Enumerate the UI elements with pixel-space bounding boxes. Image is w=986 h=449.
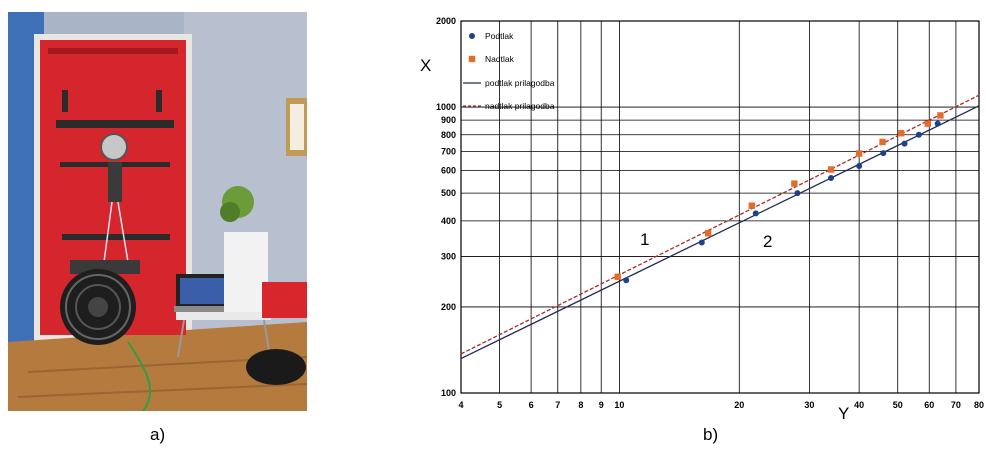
series-line-nadtlak-prilagodba [460, 94, 980, 355]
x-tick-label: 4 [458, 400, 463, 410]
chart-legend: Podtlak Nadtlak podtlak prilagodba nadtlak … [463, 31, 555, 111]
point-nadtlak [855, 150, 863, 157]
blower-door-photo [8, 12, 307, 411]
x-tick-label: 5 [497, 400, 502, 410]
point-nadtlak [614, 273, 621, 280]
point-podtlak [901, 140, 908, 147]
x-tick-label: 50 [893, 400, 903, 410]
y-tick-label: 100 [441, 388, 456, 398]
legend-label: Podtlak [485, 31, 514, 41]
y-tick-label: 600 [441, 166, 456, 176]
x-tick-label: 70 [951, 400, 961, 410]
point-nadtlak [937, 112, 944, 119]
point-nadtlak [924, 120, 932, 127]
y-axis-label: X [420, 56, 431, 75]
point-nadtlak [897, 130, 905, 137]
chart-grid [460, 20, 980, 394]
x-tick-label: 6 [529, 400, 534, 410]
point-podtlak [856, 163, 863, 170]
legend-marker [469, 33, 475, 39]
photo-illustration [8, 12, 307, 411]
point-podtlak [698, 239, 705, 246]
white-stand [224, 232, 268, 312]
y-tick-label: 700 [441, 146, 456, 156]
point-podtlak [623, 277, 630, 284]
chart-ticks: 4 5 6 7 8 9 10 20 30 40 50 60 70 80 100 200 300 400 500 600… [436, 16, 984, 410]
legend-label: podtlak prilagodba [485, 78, 555, 88]
cable-reel [246, 349, 306, 385]
x-tick-label: 40 [854, 400, 864, 410]
caption-b: b) [703, 425, 719, 444]
caption-a: a) [150, 425, 166, 444]
series-line-podtlak-prilagodba [460, 105, 980, 360]
y-tick-label: 500 [441, 188, 456, 198]
plot-frame [460, 20, 980, 394]
x-tick-label: 7 [555, 400, 560, 410]
point-nadtlak [748, 202, 755, 209]
y-tick-label: 200 [441, 302, 456, 312]
legend-label: Nadtlak [485, 54, 515, 64]
x-tick-label: 10 [614, 400, 624, 410]
legend-marker [468, 55, 476, 63]
y-tick-label: 2000 [436, 16, 456, 26]
y-tick-label: 900 [441, 115, 456, 125]
point-nadtlak [704, 230, 712, 237]
red-basket [262, 282, 307, 318]
y-tick-label: 800 [441, 130, 456, 140]
y-tick-label: 400 [441, 216, 456, 226]
x-tick-label: 20 [734, 400, 744, 410]
point-podtlak [880, 150, 887, 157]
annotation-2: 2 [763, 232, 772, 251]
x-tick-label: 60 [924, 400, 934, 410]
point-podtlak [915, 131, 922, 138]
x-tick-label: 8 [578, 400, 583, 410]
point-podtlak [794, 190, 801, 197]
legend-label: nadtlak prilagodba [485, 101, 555, 111]
wooden-floor [8, 322, 307, 411]
point-nadtlak [827, 166, 835, 173]
point-podtlak [934, 120, 941, 127]
point-podtlak [752, 210, 759, 217]
annotation-1: 1 [640, 230, 649, 249]
fit-lines [460, 94, 980, 360]
data-markers [614, 112, 944, 284]
x-tick-label: 80 [974, 400, 984, 410]
point-nadtlak [879, 138, 886, 146]
x-tick-label: 30 [804, 400, 814, 410]
pressure-gauge [108, 162, 122, 202]
x-axis-label: Y [838, 404, 849, 423]
point-podtlak [828, 174, 835, 181]
point-nadtlak [791, 180, 798, 187]
y-tick-label: 300 [441, 252, 456, 262]
x-tick-label: 9 [599, 400, 604, 410]
y-tick-label: 1000 [436, 102, 456, 112]
